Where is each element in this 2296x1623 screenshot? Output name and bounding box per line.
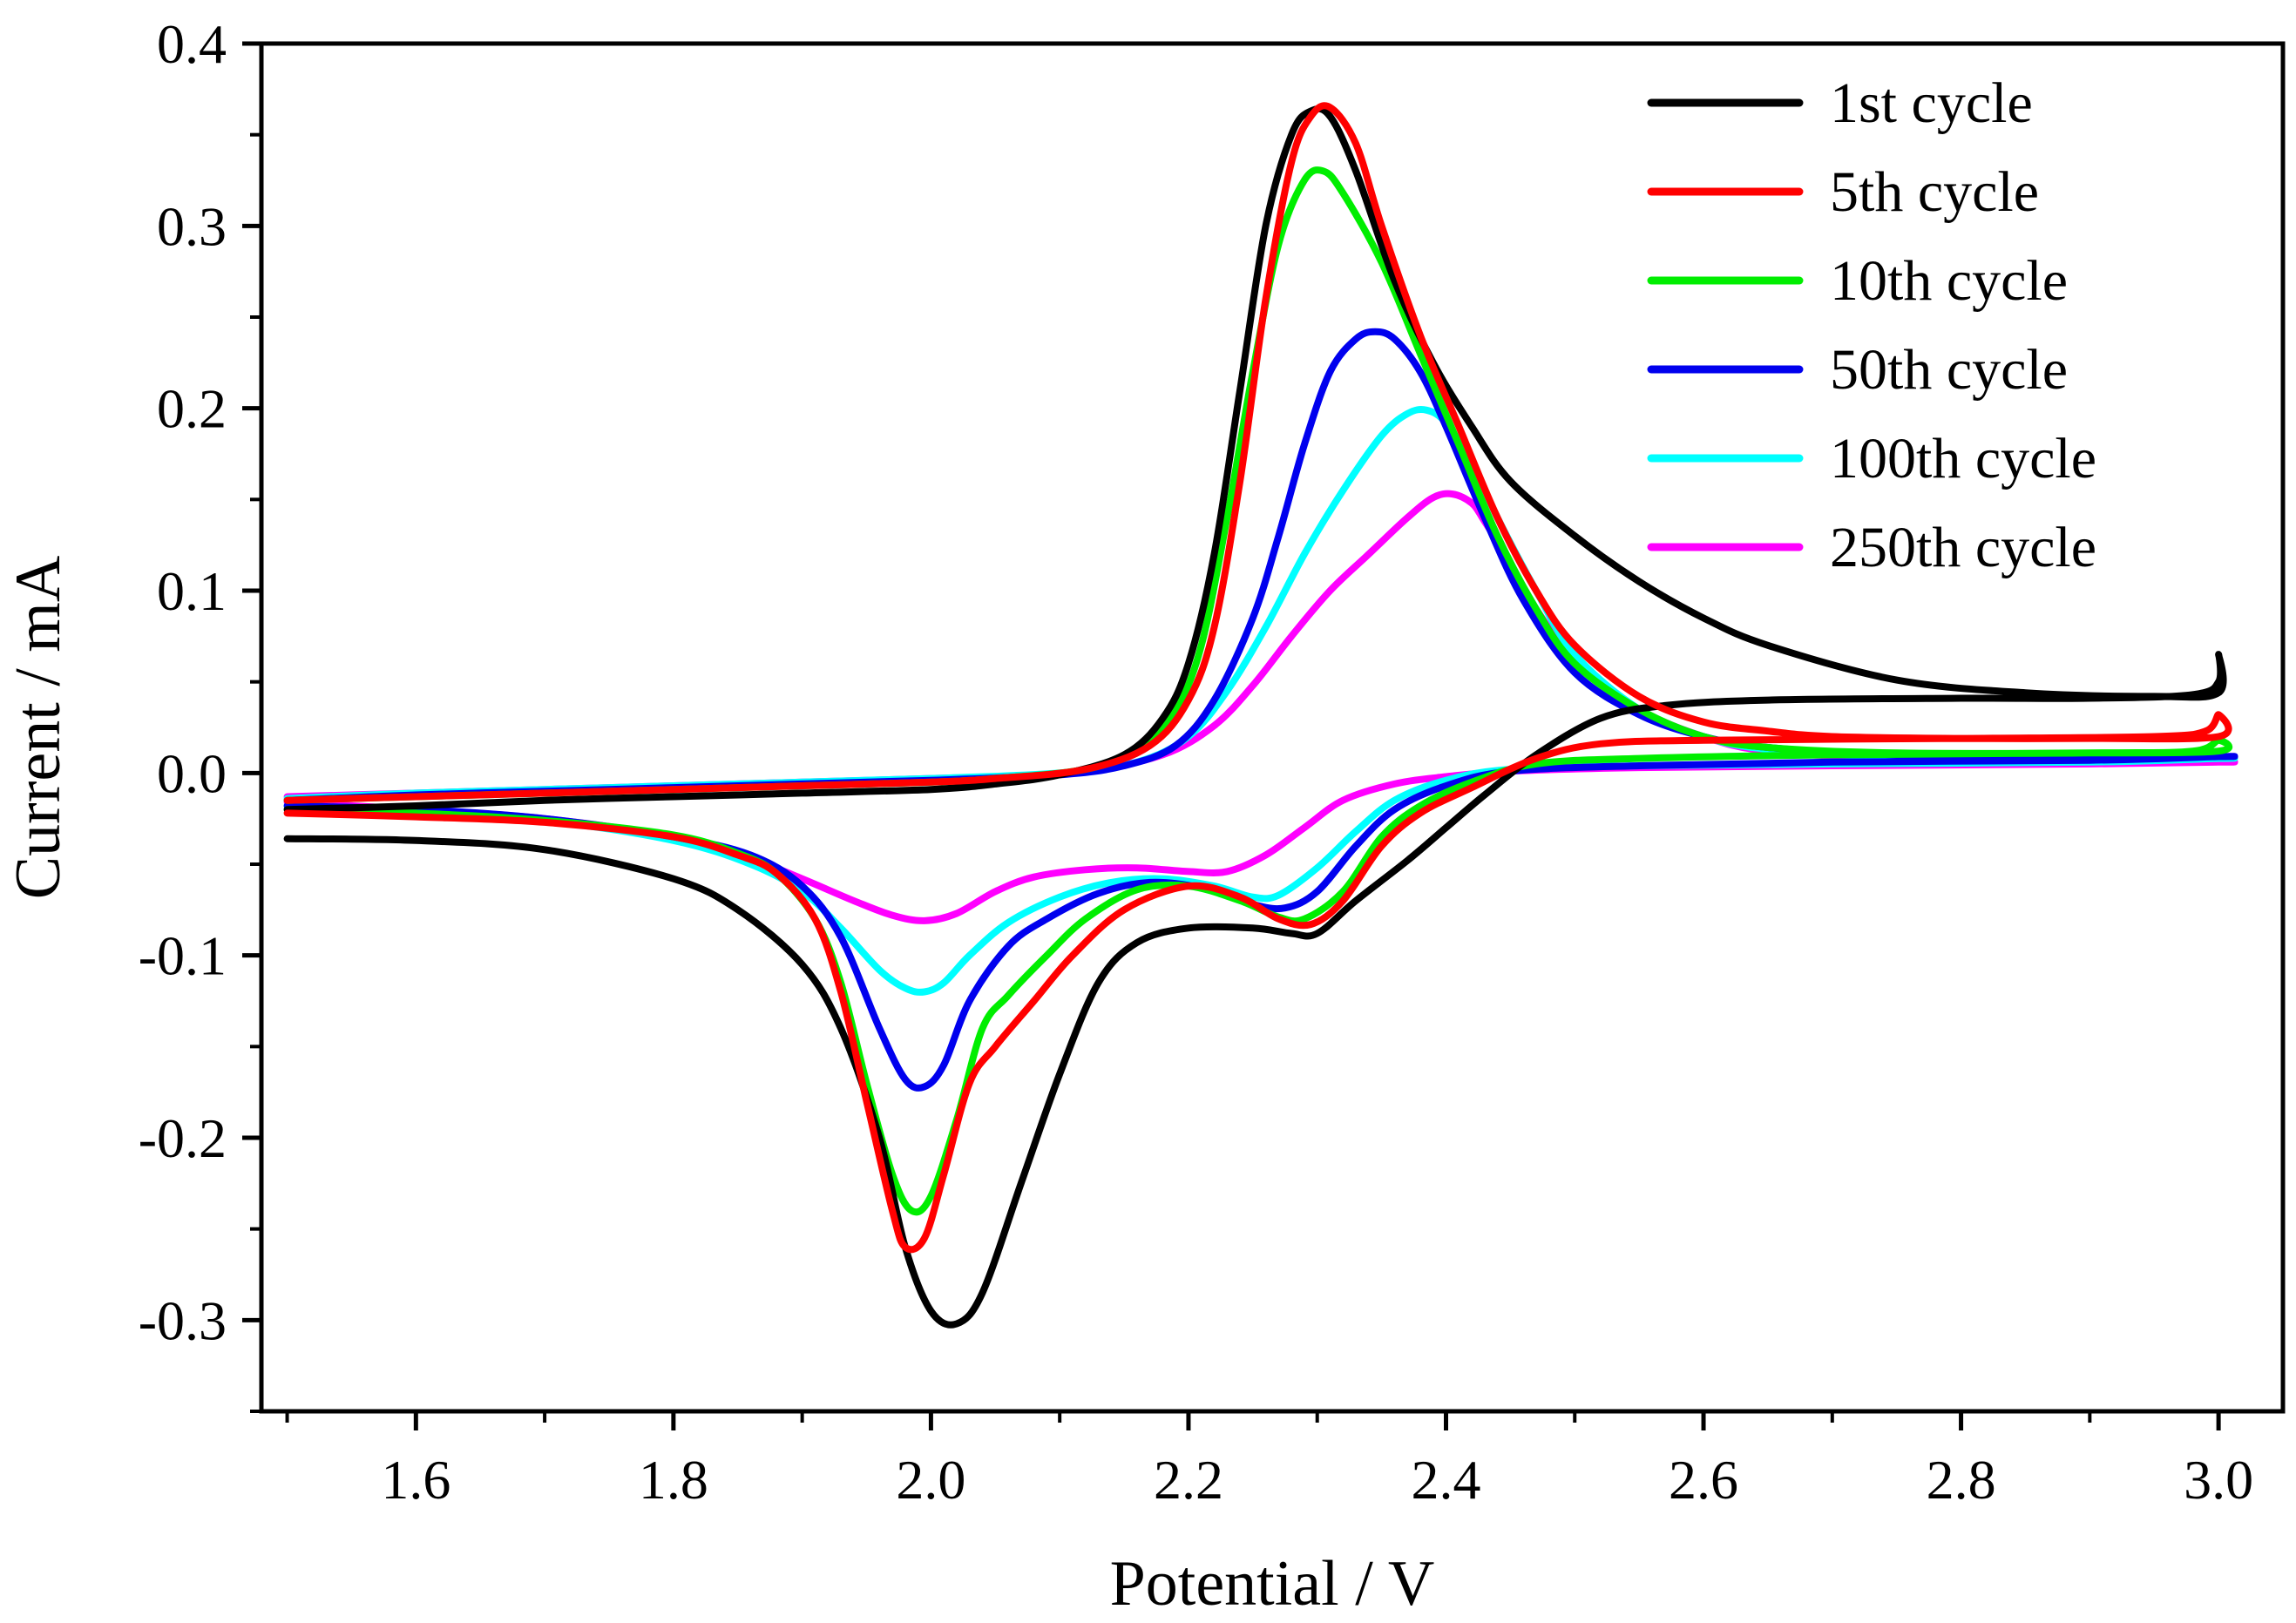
x-tick-label: 2.4 (1411, 1449, 1480, 1511)
series-line-1 (283, 105, 2227, 1329)
series-line-4 (283, 328, 2238, 1092)
y-tick-label: 0.4 (157, 13, 227, 75)
y-tick-label: -0.3 (139, 1289, 227, 1351)
x-tick-label: 2.2 (1154, 1449, 1223, 1511)
plot-frame (259, 41, 2286, 1414)
x-tick-label: 3.0 (2184, 1449, 2253, 1511)
x-axis-ticks: 1.6 1.8 2.0 2.2 2.4 2.6 2.8 3.0 (285, 1411, 2253, 1511)
y-tick-label: 0.0 (157, 742, 227, 804)
x-tick-label: 1.6 (381, 1449, 450, 1511)
x-tick-label: 2.8 (1927, 1449, 1996, 1511)
series-layer (283, 102, 2238, 1329)
series-line-2 (283, 102, 2232, 1254)
x-axis-title: Potential / V (1110, 1548, 1435, 1619)
y-axis-ticks: -0.3 -0.2 -0.1 0.0 0.1 0.2 0.3 0.4 (139, 13, 261, 1413)
x-tick-label: 1.8 (639, 1449, 708, 1511)
legend-label: 250th cycle (1830, 516, 2096, 579)
y-tick-label: 0.2 (157, 378, 227, 440)
y-tick-label: 0.1 (157, 560, 227, 622)
series-line-3 (283, 166, 2233, 1216)
legend-label: 5th cycle (1830, 160, 2039, 224)
y-tick-label: -0.2 (139, 1107, 227, 1169)
legend-label: 10th cycle (1830, 249, 2068, 313)
y-tick-label: 0.3 (157, 195, 227, 257)
x-tick-label: 2.6 (1669, 1449, 1738, 1511)
y-tick-label: -0.1 (139, 925, 227, 987)
legend: 1st cycle 5th cycle 10th cycle 50th cycle 10… (1647, 71, 2096, 579)
legend-label: 100th cycle (1830, 427, 2096, 490)
y-axis-title: Current / mA (3, 556, 74, 900)
legend-label: 1st cycle (1830, 71, 2033, 135)
x-tick-label: 2.0 (896, 1449, 965, 1511)
legend-label: 50th cycle (1830, 338, 2068, 402)
